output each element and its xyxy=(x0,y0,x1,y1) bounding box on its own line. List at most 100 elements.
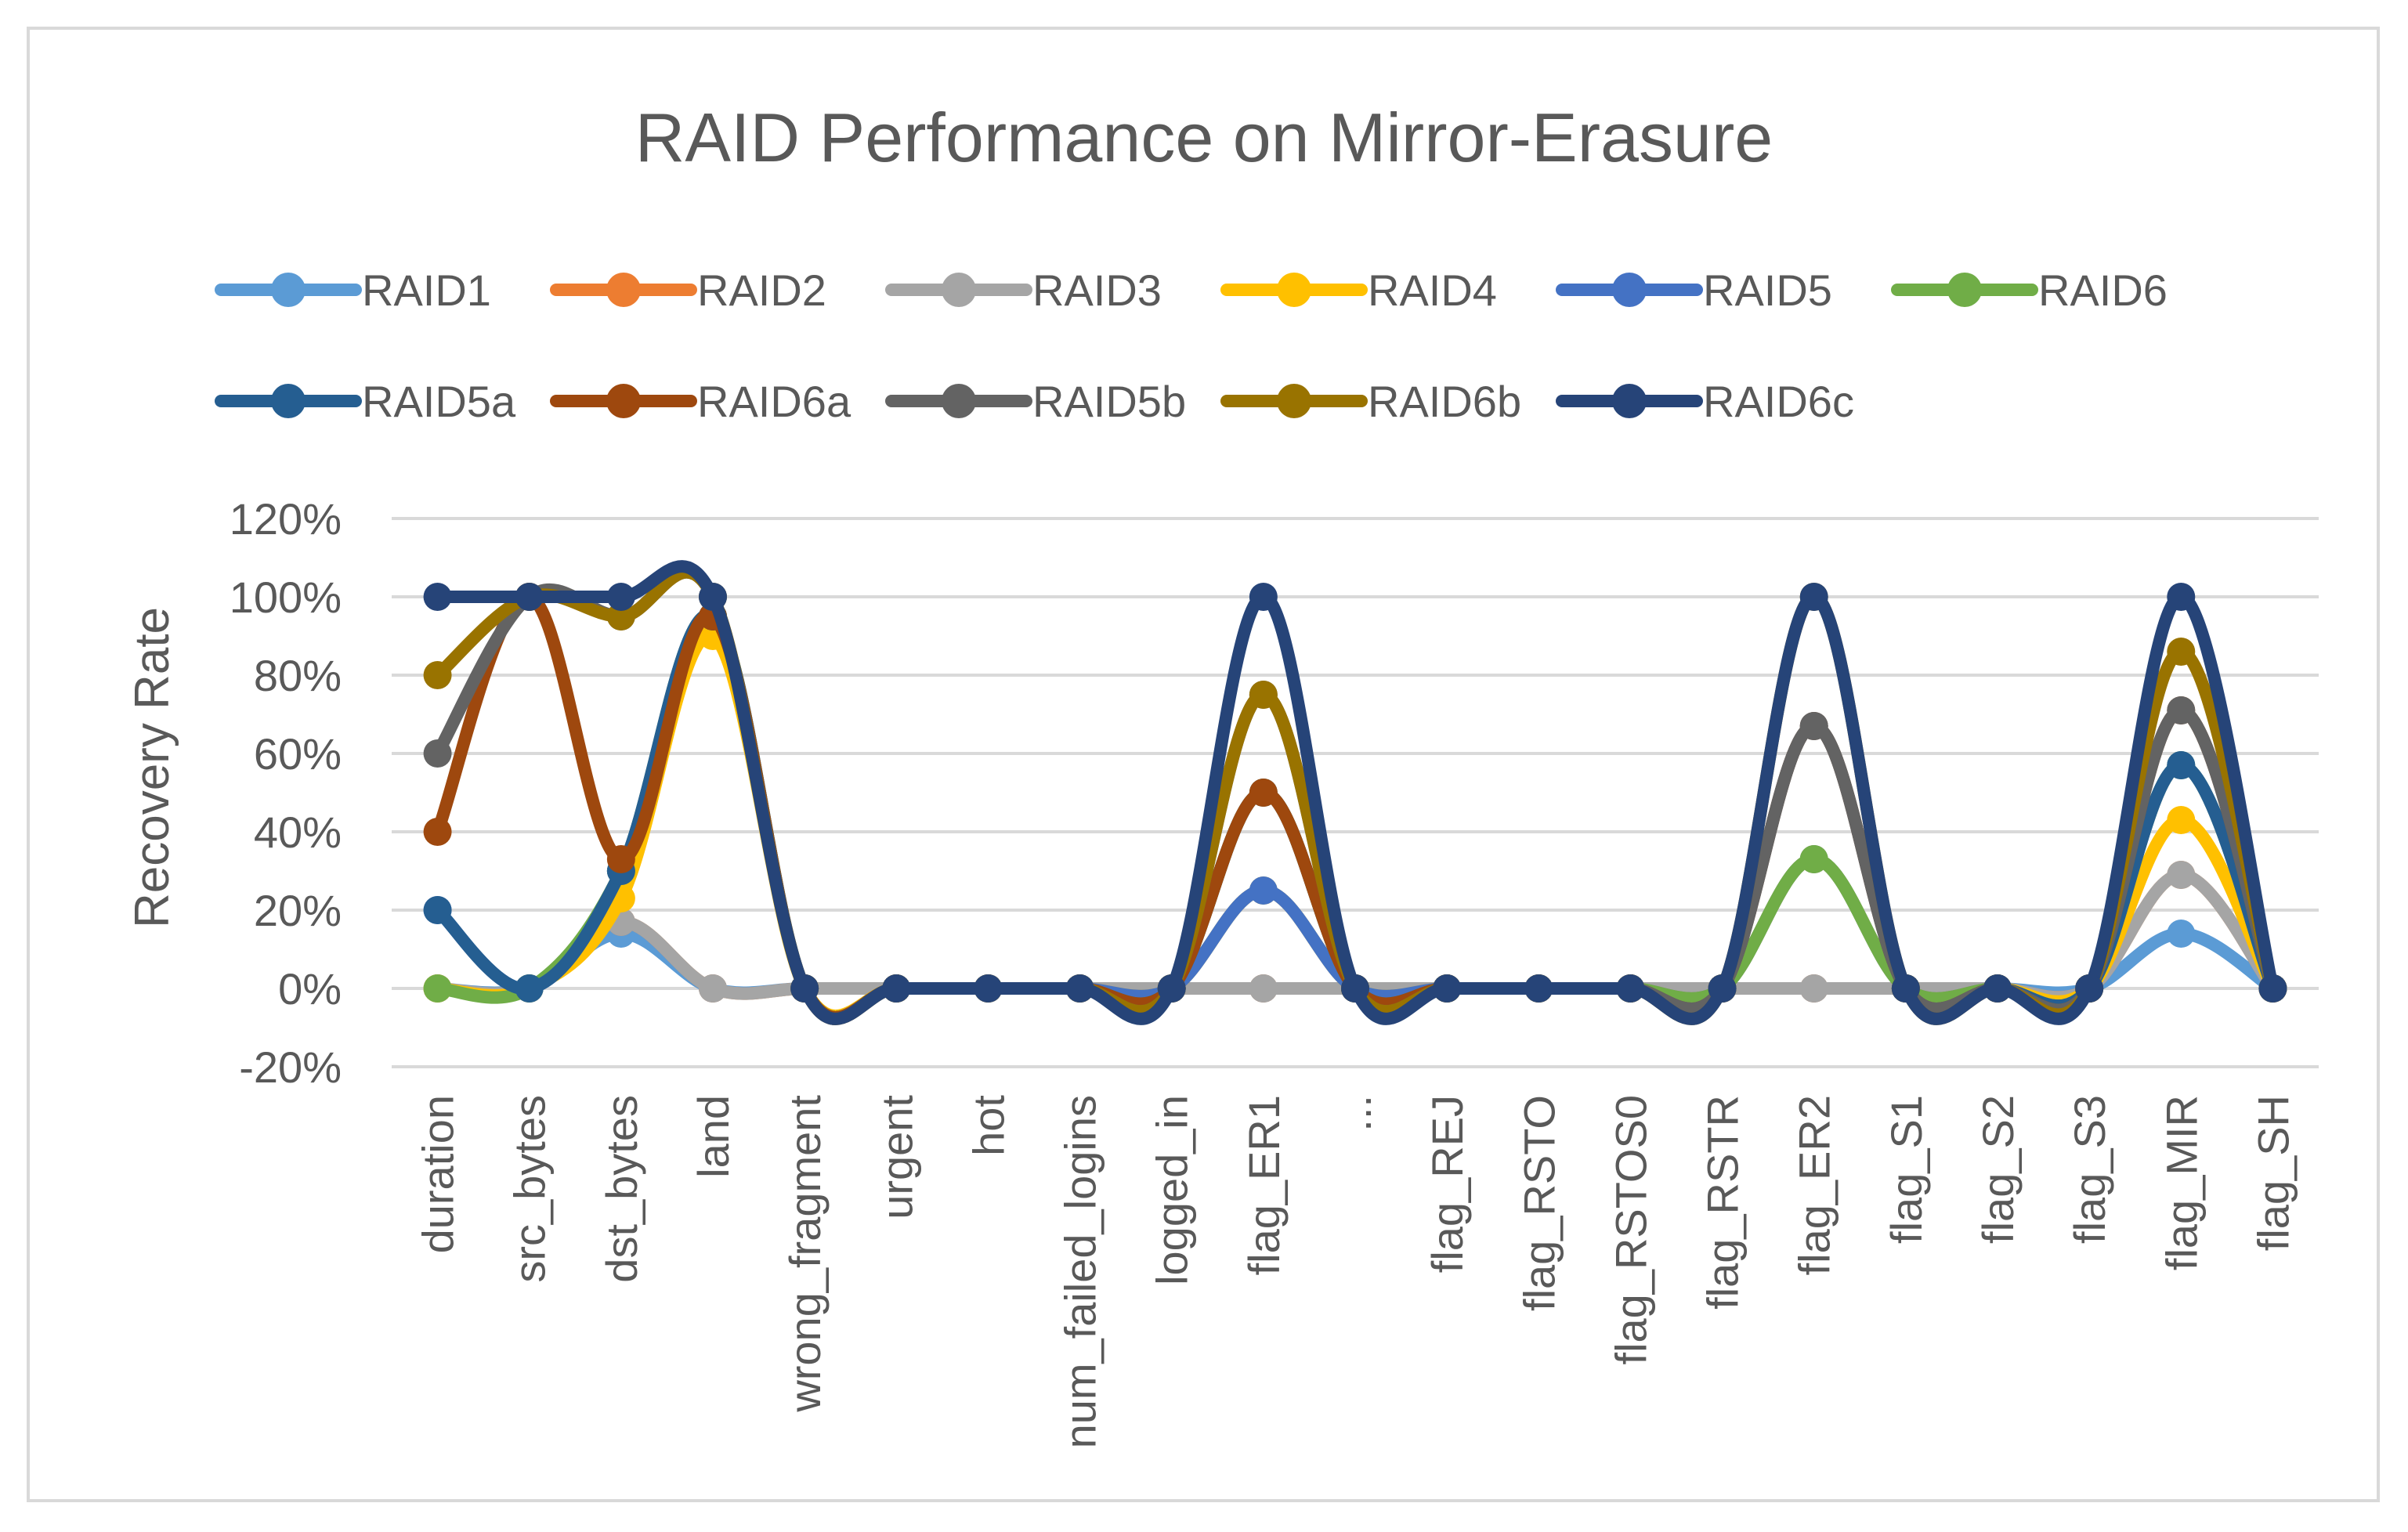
y-axis-ticks: -20% 0% 20% 40% 60% 80% 100% 120% xyxy=(230,494,342,1092)
data-point xyxy=(2167,751,2196,779)
x-tick-label: duration xyxy=(414,1095,463,1253)
data-point xyxy=(2075,974,2104,1003)
x-tick-label: flag_REJ xyxy=(1423,1095,1472,1273)
data-point xyxy=(1157,974,1186,1003)
y-tick-label: 80% xyxy=(254,651,342,700)
data-point xyxy=(974,974,1003,1003)
data-point xyxy=(1708,974,1737,1003)
y-axis-title: Recovery Rate xyxy=(125,607,179,928)
data-point xyxy=(1891,974,1920,1003)
data-point xyxy=(2167,806,2196,834)
legend-item-raid3: RAID3 xyxy=(885,266,1162,315)
legend-label: RAID5b xyxy=(1032,377,1186,426)
x-tick-label: flag_S2 xyxy=(1973,1095,2023,1244)
data-point xyxy=(2167,583,2196,611)
legend-swatch-marker xyxy=(606,273,641,307)
data-point xyxy=(1249,974,1278,1003)
x-tick-label: flag_ER2 xyxy=(1790,1095,1839,1275)
legend-swatch-marker xyxy=(1277,273,1311,307)
legend-swatch-marker xyxy=(606,384,641,418)
y-tick-label: 20% xyxy=(254,886,342,935)
x-tick-label: dst_bytes xyxy=(597,1095,646,1283)
y-tick-label: 40% xyxy=(254,808,342,857)
legend-item-raid5b: RAID5b xyxy=(885,377,1186,426)
data-point xyxy=(1799,974,1828,1003)
data-point xyxy=(2167,920,2196,948)
data-point xyxy=(1799,845,1828,873)
data-point xyxy=(1065,974,1094,1003)
data-point xyxy=(515,583,544,611)
data-point xyxy=(2167,696,2196,724)
legend-item-raid5a: RAID5a xyxy=(215,377,516,426)
x-tick-label: flag_RSTR xyxy=(1698,1095,1748,1310)
x-tick-label: hot xyxy=(964,1095,1013,1156)
data-point xyxy=(423,739,452,768)
legend-swatch-marker xyxy=(1612,384,1647,418)
legend-item-raid5: RAID5 xyxy=(1556,266,1832,315)
x-tick-label: wrong_fragment xyxy=(780,1095,830,1413)
x-tick-label: flag_RSTOS0 xyxy=(1606,1095,1655,1364)
legend-label: RAID5a xyxy=(362,377,516,426)
data-point xyxy=(1249,876,1278,905)
data-point xyxy=(790,974,819,1003)
legend-swatch-marker xyxy=(1612,273,1647,307)
series-raid6 xyxy=(423,602,2287,1024)
data-point xyxy=(1983,974,2012,1003)
y-tick-label: 100% xyxy=(230,573,342,622)
data-point xyxy=(699,974,727,1003)
legend-item-raid6b: RAID6b xyxy=(1220,377,1521,426)
data-point xyxy=(606,602,635,631)
series-line xyxy=(431,629,2280,1022)
x-tick-label: ... xyxy=(1331,1095,1380,1132)
legend-item-raid4: RAID4 xyxy=(1220,266,1497,315)
data-point xyxy=(1341,974,1369,1003)
series-line xyxy=(431,560,2280,1025)
chart-frame xyxy=(27,27,2380,1502)
y-tick-label: -20% xyxy=(239,1042,342,1092)
data-point xyxy=(2167,861,2196,889)
data-point xyxy=(1249,583,1278,611)
x-tick-label: flag_ER1 xyxy=(1239,1095,1289,1275)
legend-item-raid1: RAID1 xyxy=(215,266,491,315)
x-tick-label: flag_SH xyxy=(2248,1095,2298,1251)
y-tick-label: 120% xyxy=(230,494,342,544)
data-point xyxy=(1249,779,1278,807)
legend-label: RAID3 xyxy=(1032,266,1162,315)
chart-title: RAID Performance on Mirror-Erasure xyxy=(635,99,1773,176)
series-line xyxy=(431,591,2280,1024)
legend-item-raid6a: RAID6a xyxy=(550,377,851,426)
x-tick-label: num_failed_logins xyxy=(1056,1095,1105,1448)
x-axis-ticks: duration src_bytes dst_bytes land wrong_frag… xyxy=(414,1095,2298,1449)
data-point xyxy=(882,974,911,1003)
legend-item-raid6: RAID6 xyxy=(1891,266,2168,315)
legend-swatch-marker xyxy=(1947,273,1982,307)
series-group xyxy=(423,560,2287,1025)
data-point xyxy=(606,583,635,611)
legend-swatch-marker xyxy=(1277,384,1311,418)
data-point xyxy=(2167,638,2196,666)
x-tick-label: flag_RSTO xyxy=(1514,1095,1564,1311)
data-point xyxy=(423,818,452,846)
legend-label: RAID5 xyxy=(1703,266,1832,315)
legend-label: RAID2 xyxy=(697,266,826,315)
legend-swatch-marker xyxy=(271,273,306,307)
data-point xyxy=(423,661,452,689)
data-point xyxy=(1433,974,1462,1003)
series-raid5 xyxy=(423,602,2287,1024)
legend-item-raid2: RAID2 xyxy=(550,266,826,315)
y-tick-label: 0% xyxy=(278,964,342,1014)
legend: RAID1 RAID2 RAID3 RAID4 RAID5 RAID6 RAID5a RAID… xyxy=(215,266,2168,426)
data-point xyxy=(1249,681,1278,709)
legend-label: RAID6b xyxy=(1368,377,1521,426)
legend-label: RAID4 xyxy=(1368,266,1497,315)
data-point xyxy=(699,583,727,611)
x-tick-label: src_bytes xyxy=(505,1095,555,1283)
data-point xyxy=(515,974,544,1003)
data-point xyxy=(1524,974,1553,1003)
legend-swatch-marker xyxy=(942,273,976,307)
data-point xyxy=(423,583,452,611)
data-point xyxy=(1616,974,1645,1003)
legend-item-raid6c: RAID6c xyxy=(1556,377,1854,426)
data-point xyxy=(423,974,452,1003)
